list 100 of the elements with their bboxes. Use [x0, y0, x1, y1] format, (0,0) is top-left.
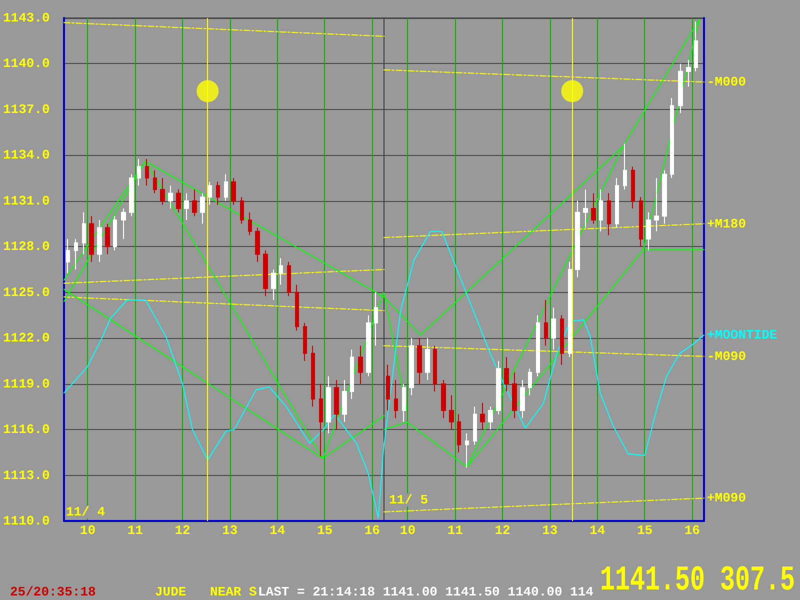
- x-tick-label: 11: [127, 523, 144, 538]
- candlestick: [631, 166, 635, 210]
- candlestick: [208, 181, 212, 206]
- candlestick: [231, 178, 236, 206]
- x-tick-label: 13: [542, 523, 558, 538]
- candlestick: [670, 98, 674, 179]
- candlestick: [504, 356, 509, 392]
- candlestick: [449, 394, 454, 430]
- text: JUDE: [155, 584, 186, 600]
- candlestick: [654, 178, 659, 232]
- candlestick: [255, 227, 260, 262]
- candlestick: [311, 345, 315, 408]
- candlestick: [271, 269, 276, 300]
- candlestick: [160, 178, 165, 206]
- candlestick: [374, 292, 378, 346]
- candlestick: [488, 406, 493, 430]
- y-tick-label: 1128.0: [3, 239, 50, 254]
- candlestick: [575, 200, 580, 278]
- y-tick-label: 1137.0: [3, 102, 50, 117]
- annotation: 11/ 5: [389, 492, 428, 508]
- candlestick: [287, 261, 291, 297]
- candlestick: [240, 196, 244, 224]
- candlestick: [615, 178, 619, 228]
- y-tick-label: 1113.0: [3, 468, 50, 483]
- candlestick: [168, 185, 173, 210]
- x-tick-label: 16: [364, 523, 380, 538]
- candlestick: [512, 372, 517, 419]
- candlestick: [326, 376, 331, 434]
- y-tick-label: 1140.0: [3, 56, 50, 72]
- candlestick: [176, 188, 181, 213]
- candlestick: [441, 380, 446, 419]
- candlestick: [496, 360, 501, 415]
- candlestick: [457, 414, 461, 453]
- candlestick: [224, 174, 228, 202]
- candlestick: [536, 314, 540, 377]
- text: NEAR S: [210, 584, 258, 600]
- candlestick: [551, 307, 556, 350]
- y-tick-label: 1134.0: [3, 148, 50, 163]
- candlestick: [394, 380, 398, 419]
- series-label: +MOONTIDE: [707, 328, 778, 343]
- candlestick: [263, 250, 268, 297]
- candlestick: [200, 192, 205, 224]
- y-tick-label: 1131.0: [3, 193, 50, 208]
- candlestick: [248, 212, 252, 236]
- y-tick-label: 1116.0: [3, 422, 50, 438]
- candlestick: [113, 216, 117, 251]
- candlestick: [544, 299, 548, 346]
- candlestick: [121, 208, 126, 240]
- candlestick: [350, 349, 354, 400]
- candlestick: [153, 170, 157, 194]
- candlestick: [599, 188, 603, 232]
- candlestick: [279, 258, 283, 286]
- candlestick: [97, 219, 102, 262]
- candlestick: [129, 174, 134, 217]
- candlestick: [192, 188, 197, 217]
- candlestick: [358, 345, 363, 384]
- candlestick: [678, 63, 683, 114]
- candlestick: [686, 59, 691, 88]
- text: LAST = 21:14:18 1141.00 1141.50 1140.00 114: [258, 584, 594, 600]
- x-tick-label: 15: [316, 523, 333, 538]
- candlestick: [473, 406, 477, 446]
- candlestick: [480, 402, 485, 430]
- candlestick: [583, 188, 588, 228]
- x-tick-label: 11: [447, 523, 464, 538]
- series-label: +M090: [707, 490, 746, 506]
- x-tick-label: 13: [222, 523, 238, 538]
- candlestick: [417, 338, 422, 384]
- candlestick: [520, 380, 525, 419]
- candlestick: [319, 383, 323, 457]
- text: 25/20:35:18: [10, 584, 96, 600]
- candlestick: [145, 158, 149, 186]
- candlestick: [409, 338, 414, 396]
- y-tick-label: 1110.0: [3, 514, 50, 528]
- candlestick: [425, 338, 430, 381]
- series-label: +M180: [707, 216, 746, 232]
- text: 1141.50 307.5: [600, 562, 795, 600]
- candlestick: [303, 322, 307, 362]
- candlestick: [82, 212, 86, 255]
- candlestick: [295, 284, 299, 331]
- x-tick-label: 10: [400, 523, 416, 538]
- candlestick: [646, 212, 651, 251]
- x-tick-label: 16: [684, 523, 700, 538]
- annotation: 11/ 4: [66, 504, 106, 520]
- candlestick: [334, 380, 339, 430]
- y-tick-label: 1119.0: [3, 376, 50, 392]
- candlestick: [66, 238, 70, 274]
- candlestick: [662, 170, 667, 224]
- x-tick-label: 12: [494, 523, 511, 538]
- series-label: -M000: [707, 74, 746, 90]
- y-tick-label: 1143.0: [3, 10, 50, 26]
- candlestick: [560, 314, 564, 366]
- series-label: -M090: [707, 348, 746, 364]
- y-tick-label: 1125.0: [3, 284, 50, 300]
- x-tick-label: 12: [174, 523, 191, 538]
- candlestick: [623, 143, 627, 190]
- candlestick: [568, 261, 572, 358]
- candlestick: [216, 181, 220, 206]
- candlestick: [137, 158, 141, 186]
- candlestick: [342, 380, 347, 422]
- x-tick-label: 14: [270, 523, 286, 538]
